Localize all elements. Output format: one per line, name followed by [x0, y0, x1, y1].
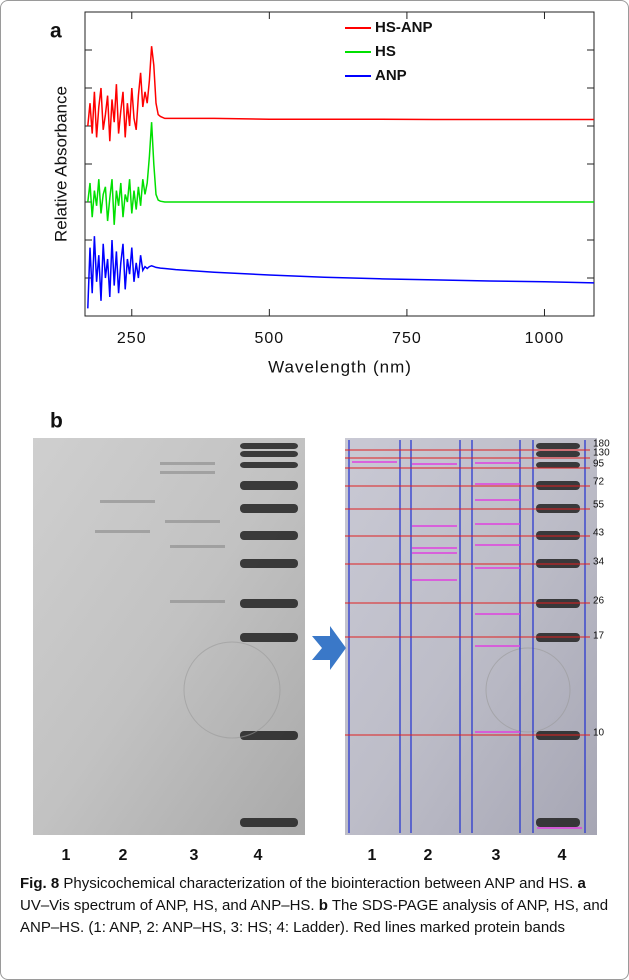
legend-label: HS [375, 43, 396, 60]
panel-label: a [50, 20, 62, 43]
marker-label: 55 [593, 500, 605, 511]
lane-label: 1 [368, 847, 377, 864]
legend-label: HS-ANP [375, 19, 433, 36]
gel-band [240, 599, 298, 608]
gel-band [165, 520, 220, 523]
panel-ref: b [318, 897, 328, 914]
caption-text: UV–Vis spectrum of ANP, HS, and ANP–HS. [20, 897, 315, 914]
marker-label: 17 [593, 631, 605, 642]
marker-label: 72 [593, 477, 605, 488]
marker-label: 180 [593, 439, 610, 450]
gel-band [170, 600, 225, 603]
gel-band [536, 451, 580, 457]
figure-label: Fig. 8 [20, 875, 60, 892]
gel-band [240, 481, 298, 490]
x-tick-label: 750 [392, 330, 422, 347]
marker-label: 10 [593, 728, 605, 739]
gel-band [240, 504, 298, 513]
lane-label: 3 [190, 847, 199, 864]
gel-band [536, 462, 580, 468]
x-tick-label: 500 [254, 330, 284, 347]
marker-label: 130 [593, 448, 610, 459]
y-axis-label: Relative Absorbance [51, 86, 70, 242]
x-tick-label: 250 [117, 330, 147, 347]
panel-ref: a [577, 875, 586, 892]
spectrum-line [87, 122, 594, 225]
caption-text: The SDS-PAGE analysis of ANP, HS, and AN… [20, 897, 609, 936]
gel-band [95, 530, 150, 533]
marker-label: 43 [593, 528, 605, 539]
marker-label: 95 [593, 459, 605, 470]
x-axis-label: Wavelength (nm) [268, 357, 412, 376]
legend-label: ANP [375, 67, 407, 84]
caption: Fig. 8 Physicochemical characterization … [20, 873, 612, 939]
gel-bubble [485, 647, 571, 733]
marker-label: 26 [593, 596, 605, 607]
lane-label: 3 [492, 847, 501, 864]
gel-bubble [183, 641, 281, 739]
gel-band [160, 471, 215, 474]
panel-label: b [50, 410, 63, 433]
lane-label: 2 [119, 847, 128, 864]
spectrum-line [87, 46, 594, 142]
gel-band [240, 633, 298, 642]
gel-band [240, 531, 298, 540]
lane-label: 1 [62, 847, 71, 864]
x-tick-label: 1000 [525, 330, 565, 347]
gel-band [240, 818, 298, 827]
plot-frame [84, 11, 595, 317]
gel-band [170, 545, 225, 548]
caption-text: Physicochemical characterization of the … [63, 875, 574, 892]
marker-label: 34 [593, 557, 605, 568]
lane-label: 2 [424, 847, 433, 864]
lane-label: 4 [558, 847, 567, 864]
gel-band [240, 443, 298, 449]
gel-band [240, 559, 298, 568]
gel-band [240, 731, 298, 740]
gel-band [100, 500, 155, 503]
gel-band [536, 443, 580, 449]
figure: a b Relative Absorbance Wavelength (nm) … [33, 11, 610, 864]
gel-band [160, 462, 215, 465]
gel-band [536, 818, 580, 827]
gel-band [240, 451, 298, 457]
spectrum-line [87, 236, 595, 309]
arrow [312, 626, 346, 670]
lane-label: 4 [254, 847, 263, 864]
gel-band [240, 462, 298, 468]
